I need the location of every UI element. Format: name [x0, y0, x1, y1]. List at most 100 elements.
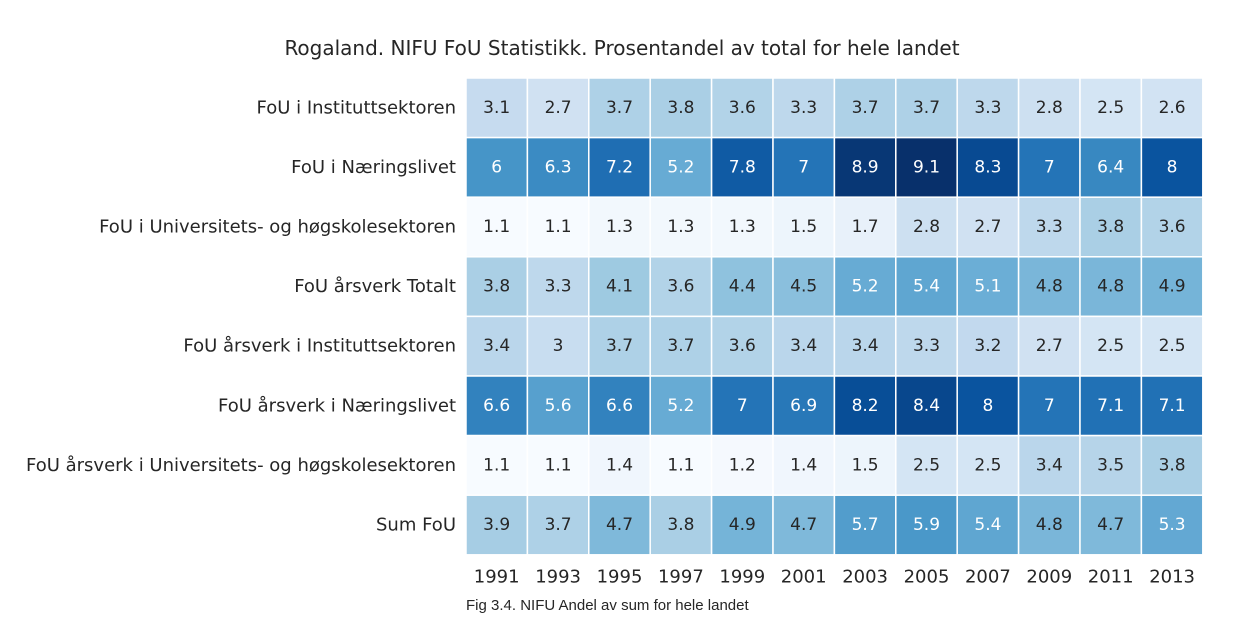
cell-value-label: 4.9 — [1159, 277, 1186, 297]
cell-value-label: 3.7 — [852, 98, 879, 118]
heatmap-cell — [1140, 196, 1204, 258]
heatmap-cell — [895, 77, 958, 139]
heatmap-cells: 3.1 2.7 3.7 3.8 3.6 3.3 3.7 3.7 3.3 2.8 2.5 2.6 6 6.3… — [465, 77, 1204, 556]
heatmap-cell — [588, 196, 651, 258]
cell-value-label: 7 — [798, 157, 809, 177]
cell-value-label: 1.1 — [483, 455, 510, 475]
heatmap-cell — [833, 136, 897, 198]
heatmap-cell — [1079, 494, 1143, 556]
heatmap-cell — [956, 256, 1020, 318]
heatmap-cell — [649, 494, 713, 556]
column-label: 2013 — [1149, 566, 1195, 587]
heatmap-cell — [772, 375, 836, 437]
cell-value-label: 8.4 — [913, 396, 940, 416]
heatmap-cell — [956, 136, 1020, 198]
heatmap-cell — [526, 136, 590, 198]
heatmap-cell — [1079, 256, 1143, 318]
cell-value-label: 3.5 — [1097, 455, 1124, 475]
cell-value-label: 3.3 — [913, 336, 940, 356]
cell-value-label: 8.3 — [974, 157, 1001, 177]
cell-value-label: 1.3 — [606, 217, 633, 237]
heatmap-cell — [833, 375, 897, 437]
column-label: 2001 — [781, 566, 827, 587]
heatmap-cell — [588, 494, 651, 556]
cell-value-label: 2.5 — [1159, 336, 1186, 356]
cell-value-label: 1.5 — [790, 217, 817, 237]
cell-value-label: 4.8 — [1036, 277, 1063, 297]
heatmap-cell — [772, 77, 836, 139]
cell-value-label: 3.3 — [1036, 217, 1063, 237]
cell-value-label: 6.3 — [545, 157, 572, 177]
heatmap-cell — [710, 494, 774, 556]
heatmap-cell — [649, 256, 713, 318]
cell-value-label: 7.1 — [1097, 396, 1124, 416]
row-label: FoU årsverk Totalt — [294, 276, 456, 297]
heatmap-cell — [895, 494, 958, 556]
cell-value-label: 1.5 — [852, 455, 879, 475]
cell-value-label: 4.4 — [729, 277, 756, 297]
cell-value-label: 2.7 — [1036, 336, 1063, 356]
cell-value-label: 3.3 — [790, 98, 817, 118]
heatmap-cell — [1017, 375, 1081, 437]
cell-value-label: 7 — [737, 396, 748, 416]
heatmap-cell — [465, 494, 529, 556]
heatmap-cell — [710, 196, 774, 258]
cell-value-label: 4.1 — [606, 277, 633, 297]
cell-value-label: 3.6 — [667, 277, 694, 297]
cell-value-label: 3.3 — [545, 277, 572, 297]
row-label: Sum FoU — [376, 515, 456, 536]
cell-value-label: 2.6 — [1159, 98, 1186, 118]
cell-value-label: 2.5 — [1097, 98, 1124, 118]
cell-value-label: 7 — [1044, 396, 1055, 416]
cell-value-label: 2.8 — [913, 217, 940, 237]
chart-title: Rogaland. NIFU FoU Statistikk. Prosentan… — [284, 36, 959, 60]
cell-value-label: 3.7 — [545, 515, 572, 535]
cell-value-label: 3.4 — [483, 336, 510, 356]
cell-value-label: 3.7 — [913, 98, 940, 118]
heatmap-cell — [895, 136, 958, 198]
column-label: 2005 — [904, 566, 950, 587]
cell-value-label: 4.9 — [729, 515, 756, 535]
cell-value-label: 3.8 — [1097, 217, 1124, 237]
cell-value-label: 3.3 — [974, 98, 1001, 118]
column-label: 2007 — [965, 566, 1011, 587]
heatmap-cell — [649, 434, 713, 496]
cell-value-label: 3.7 — [606, 98, 633, 118]
cell-value-label: 3.6 — [729, 336, 756, 356]
heatmap-cell — [649, 375, 713, 437]
cell-value-label: 7.1 — [1159, 396, 1186, 416]
column-label: 1993 — [535, 566, 581, 587]
cell-value-label: 3.8 — [483, 277, 510, 297]
cell-value-label: 6.6 — [606, 396, 633, 416]
heatmap-cell — [772, 434, 836, 496]
heatmap-cell — [649, 196, 713, 258]
cell-value-label: 7.2 — [606, 157, 633, 177]
cell-value-label: 2.7 — [545, 98, 572, 118]
heatmap-cell — [465, 375, 529, 437]
cell-value-label: 4.5 — [790, 277, 817, 297]
row-label: FoU årsverk i Instituttsektoren — [183, 336, 456, 357]
column-label: 2009 — [1026, 566, 1072, 587]
heatmap-cell — [833, 315, 897, 377]
cell-value-label: 1.1 — [483, 217, 510, 237]
cell-value-label: 5.6 — [545, 396, 572, 416]
heatmap-cell — [1079, 315, 1143, 377]
heatmap-cell — [1140, 256, 1204, 318]
row-labels: FoU i Instituttsektoren FoU i Næringslive… — [26, 97, 456, 535]
cell-value-label: 3.6 — [729, 98, 756, 118]
cell-value-label: 3.4 — [852, 336, 879, 356]
cell-value-label: 8.2 — [852, 396, 879, 416]
row-label: FoU i Universitets- og høgskolesektoren — [99, 217, 456, 238]
cell-value-label: 7.8 — [729, 157, 756, 177]
heatmap-cell — [772, 256, 836, 318]
heatmap-cell — [710, 434, 774, 496]
cell-value-label: 5.2 — [667, 157, 694, 177]
cell-value-label: 1.1 — [545, 217, 572, 237]
row-label: FoU i Instituttsektoren — [256, 97, 456, 118]
heatmap-cell — [1140, 375, 1204, 437]
heatmap-cell — [1140, 434, 1204, 496]
cell-value-label: 9.1 — [913, 157, 940, 177]
cell-value-label: 4.8 — [1097, 277, 1124, 297]
cell-value-label: 1.3 — [667, 217, 694, 237]
cell-value-label: 6.6 — [483, 396, 510, 416]
